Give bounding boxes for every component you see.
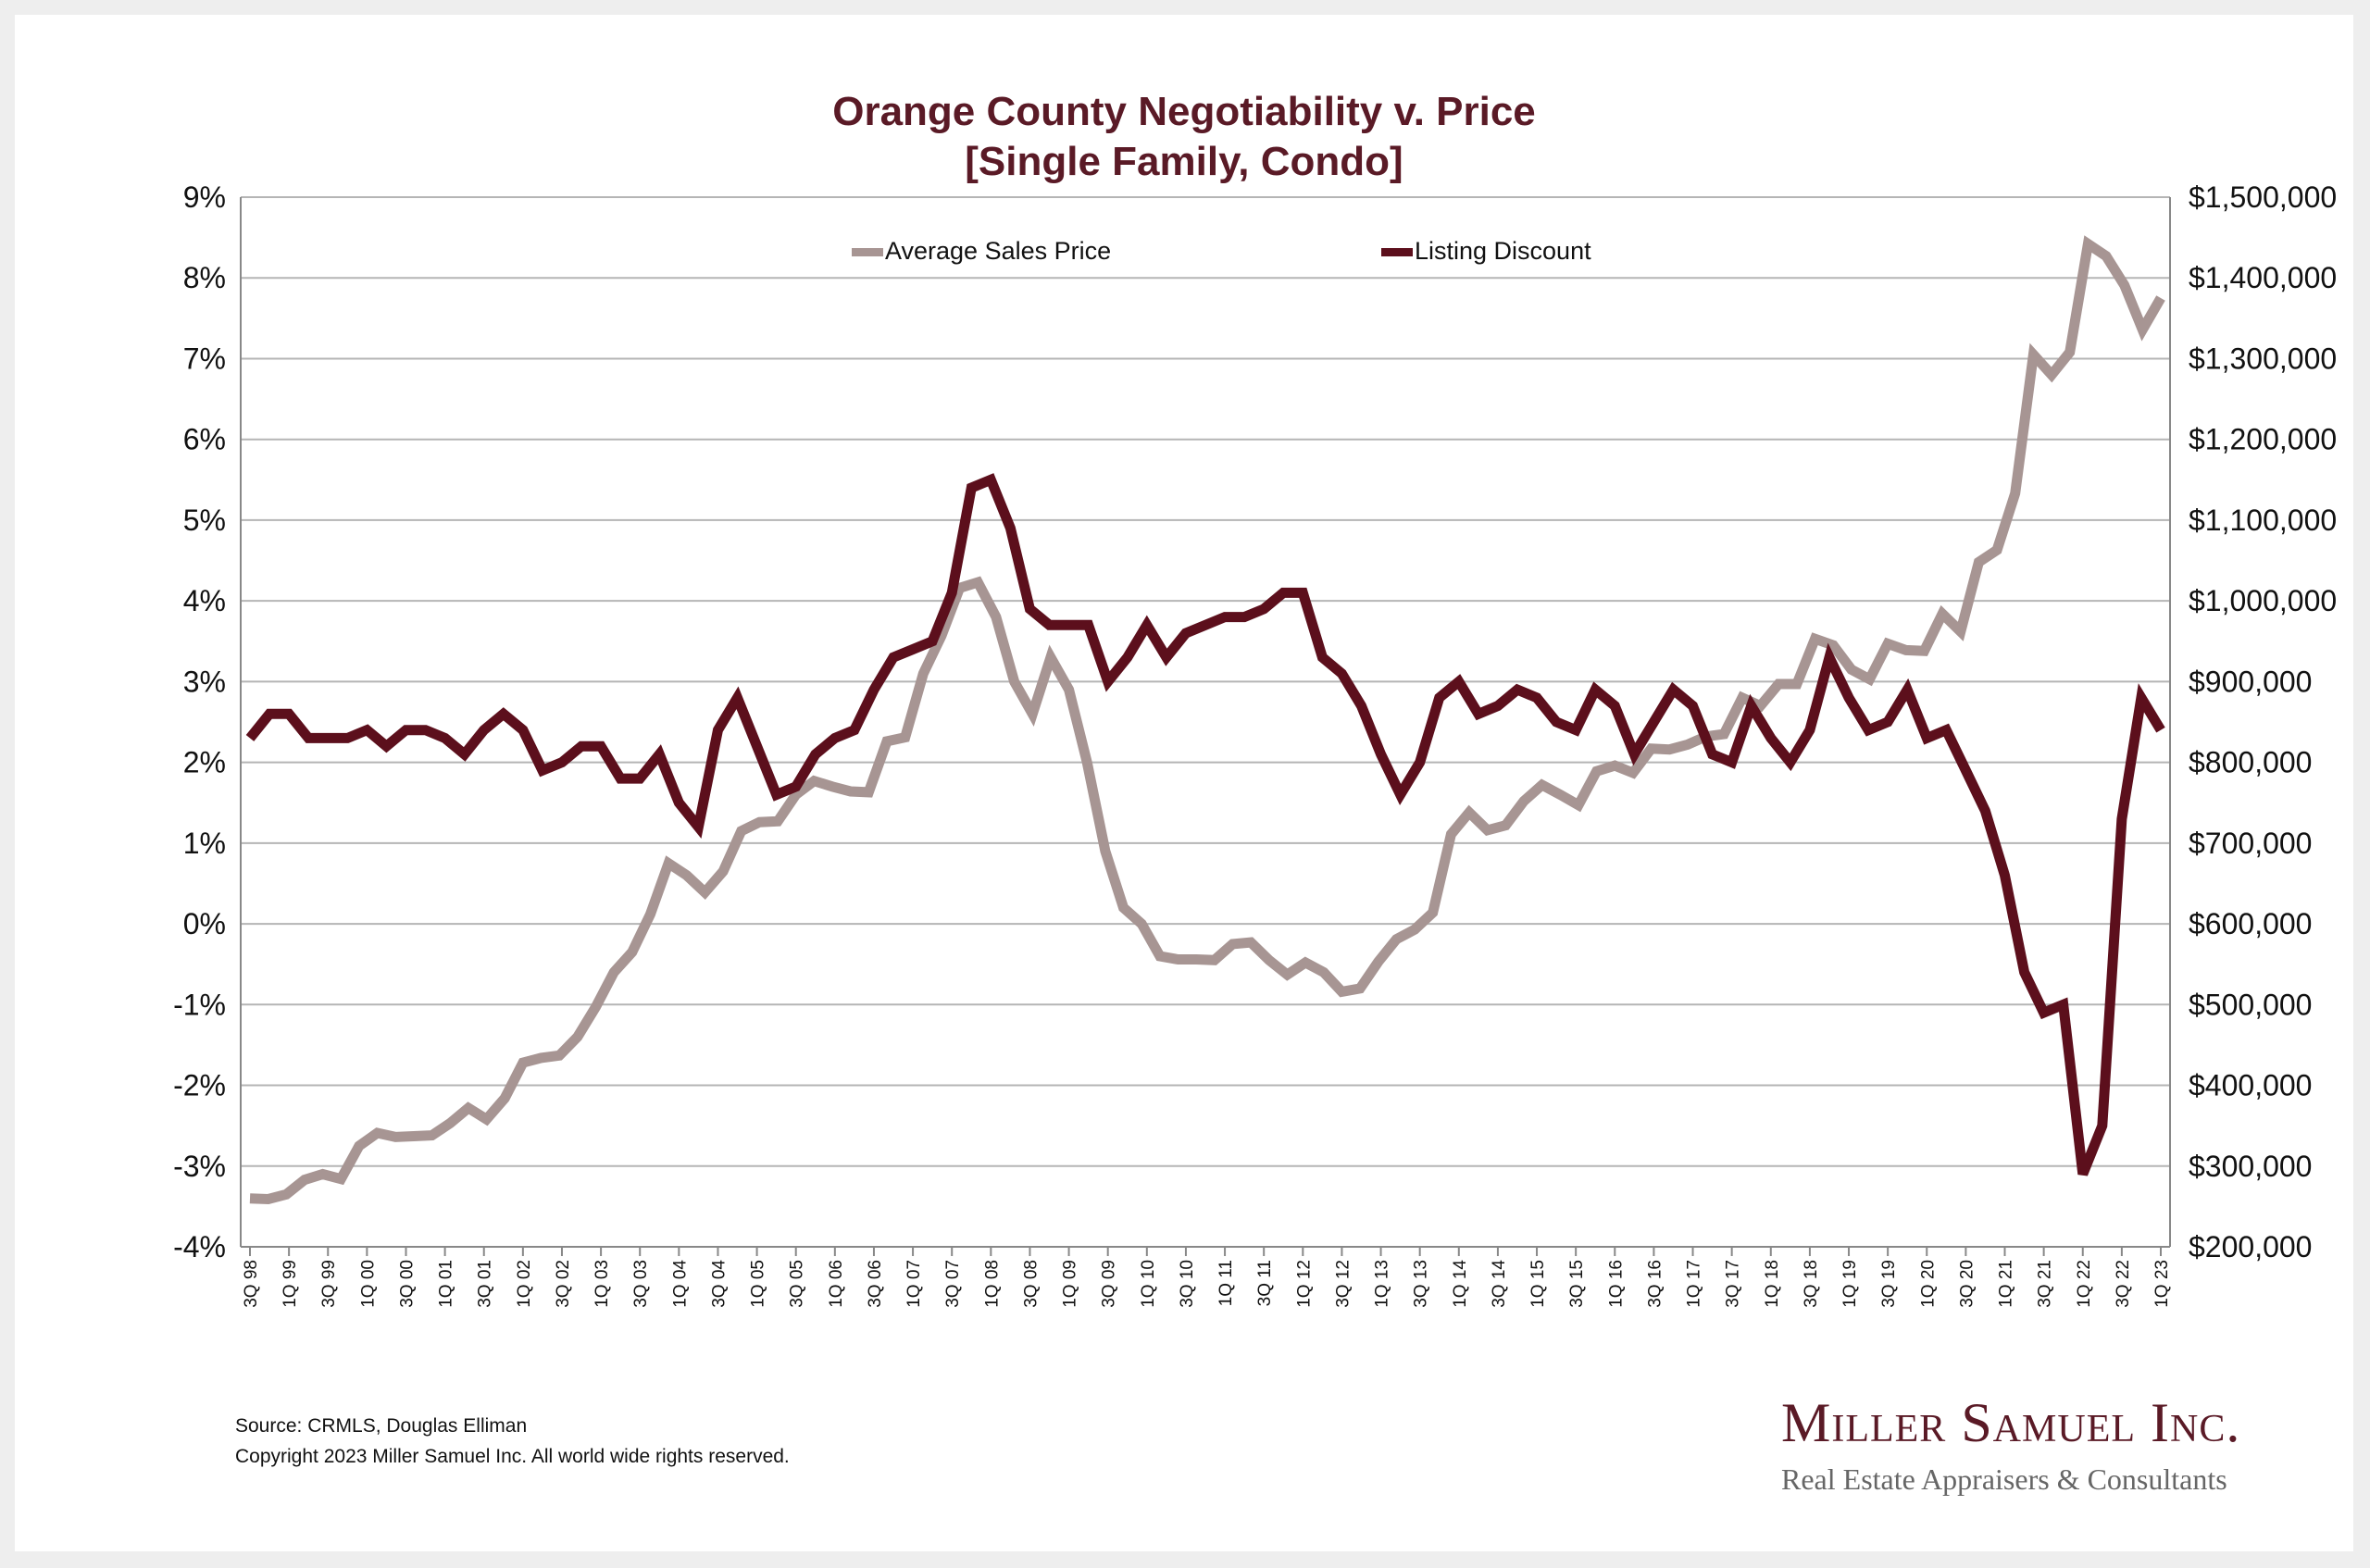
x-tick-label: 1Q 15 (1528, 1260, 1548, 1308)
y-left-tick-label: 8% (183, 261, 226, 294)
chart-title: Orange County Negotiability v. Price [Si… (15, 87, 2353, 187)
x-tick-label: 3Q 00 (397, 1260, 417, 1308)
y-right-tick-label: $1,500,000 (2189, 180, 2337, 214)
x-tick-label: 1Q 13 (1373, 1260, 1392, 1308)
y-left-tick-label: 4% (183, 584, 226, 617)
copyright-line: Copyright 2023 Miller Samuel Inc. All wo… (235, 1446, 790, 1467)
y-left-tick-label: 5% (183, 504, 226, 537)
y-right-tick-label: $300,000 (2189, 1150, 2312, 1183)
x-tick-label: 3Q 11 (1255, 1260, 1275, 1306)
x-tick-label: 3Q 06 (866, 1260, 885, 1308)
x-tick-label: 3Q 02 (554, 1260, 573, 1308)
y-right-tick-label: $1,000,000 (2189, 584, 2337, 617)
x-tick-label: 1Q 12 (1294, 1260, 1314, 1308)
y-left-tick-label: 9% (183, 180, 226, 214)
y-right-tick-label: $600,000 (2189, 907, 2312, 940)
y-right-tick-label: $200,000 (2189, 1230, 2312, 1263)
y-left-tick-label: -1% (173, 988, 226, 1021)
x-tick-label: 1Q 03 (592, 1260, 612, 1308)
x-tick-label: 3Q 13 (1412, 1260, 1431, 1308)
x-tick-label: 3Q 17 (1724, 1260, 1743, 1308)
chart-title-line-1: Orange County Negotiability v. Price (832, 89, 1536, 134)
y-left-tick-label: 0% (183, 907, 226, 940)
x-tick-label: 3Q 12 (1333, 1260, 1353, 1308)
legend-label-price: Average Sales Price (885, 237, 1112, 265)
legend-label-discount: Listing Discount (1415, 237, 1591, 265)
x-tick-label: 1Q 16 (1606, 1260, 1626, 1308)
y-right-tick-label: $800,000 (2189, 746, 2312, 779)
x-tick-label: 1Q 99 (281, 1260, 300, 1308)
x-tick-label: 3Q 09 (1100, 1260, 1119, 1308)
x-tick-label: 3Q 19 (1879, 1260, 1899, 1308)
company-logo: Miller Samuel Inc. Real Estate Appraiser… (1781, 1392, 2263, 1498)
x-tick-label: 3Q 15 (1567, 1260, 1587, 1308)
y-right-tick-label: $400,000 (2189, 1069, 2312, 1102)
y-left-tick-label: 7% (183, 342, 226, 375)
x-tick-label: 3Q 04 (709, 1260, 729, 1308)
x-tick-label: 3Q 14 (1490, 1260, 1509, 1308)
x-tick-label: 3Q 20 (1957, 1260, 1977, 1308)
x-tick-label: 1Q 18 (1763, 1260, 1782, 1308)
y-right-tick-label: $1,100,000 (2189, 504, 2337, 537)
x-tick-label: 3Q 07 (943, 1260, 963, 1308)
x-tick-label: 1Q 21 (1997, 1260, 2016, 1308)
x-tick-label: 1Q 04 (670, 1260, 690, 1308)
series-line-average-sales-price (249, 235, 2165, 1205)
x-tick-label: 1Q 19 (1840, 1260, 1860, 1308)
logo-tagline: Real Estate Appraisers & Consultants (1781, 1462, 2227, 1496)
y-right-tick-label: $1,200,000 (2189, 423, 2337, 456)
y-right-tick-label: $700,000 (2189, 827, 2312, 860)
y-left-tick-label: 2% (183, 746, 226, 779)
legend-item-price: Average Sales Price (852, 237, 1111, 266)
legend-swatch-price (852, 248, 883, 257)
x-tick-label: 1Q 06 (827, 1260, 846, 1308)
y-right-tick-label: $500,000 (2189, 988, 2312, 1021)
x-tick-label: 3Q 98 (242, 1260, 261, 1308)
legend-item-discount: Listing Discount (1381, 237, 1591, 266)
y-left-tick-label: -2% (173, 1069, 226, 1102)
x-tick-label: 1Q 10 (1139, 1260, 1158, 1308)
x-tick-label: 1Q 00 (358, 1260, 378, 1308)
x-tick-label: 3Q 01 (476, 1260, 495, 1308)
x-tick-label: 1Q 02 (515, 1260, 534, 1308)
x-tick-label: 3Q 18 (1802, 1260, 1821, 1308)
x-tick-label: 3Q 99 (319, 1260, 339, 1308)
source-line: Source: CRMLS, Douglas Elliman (235, 1415, 528, 1437)
x-tick-label: 1Q 23 (2152, 1260, 2172, 1308)
y-right-tick-label: $900,000 (2189, 665, 2312, 698)
x-tick-label: 1Q 17 (1685, 1260, 1704, 1308)
x-tick-label: 1Q 11 (1216, 1260, 1236, 1306)
series-line-listing-discount (245, 473, 2165, 1176)
x-tick-label: 3Q 16 (1645, 1260, 1665, 1308)
y-left-tick-label: -4% (173, 1230, 226, 1263)
x-tick-label: 1Q 22 (2075, 1260, 2094, 1308)
x-tick-label: 3Q 05 (788, 1260, 807, 1308)
y-right-tick-label: $1,400,000 (2189, 261, 2337, 294)
legend-swatch-discount (1381, 248, 1413, 257)
x-tick-label: 1Q 20 (1918, 1260, 1938, 1308)
x-tick-label: 1Q 05 (749, 1260, 768, 1308)
x-tick-label: 3Q 08 (1021, 1260, 1041, 1308)
y-right-tick-label: $1,300,000 (2189, 342, 2337, 375)
chart-card: Orange County Negotiability v. Price [Si… (15, 15, 2353, 1551)
y-left-tick-label: 1% (183, 827, 226, 860)
x-tick-label: 1Q 07 (904, 1260, 924, 1308)
source-note: Source: CRMLS, Douglas Elliman Copyright… (235, 1411, 790, 1472)
y-left-tick-label: 6% (183, 423, 226, 456)
chart-title-line-2: [Single Family, Condo] (965, 139, 1403, 184)
x-tick-label: 1Q 09 (1061, 1260, 1080, 1308)
y-left-tick-label: 3% (183, 665, 226, 698)
x-tick-label: 1Q 08 (982, 1260, 1002, 1308)
x-tick-label: 3Q 22 (2114, 1260, 2133, 1308)
x-tick-label: 3Q 10 (1178, 1260, 1197, 1308)
x-tick-label: 3Q 03 (631, 1260, 651, 1308)
line-chart: 9% 8% 7% 6% 5% 4% 3% 2% 1% 0% -1% -2% -3% -4% $1,500,0… (173, 180, 2337, 1308)
x-tick-label: 1Q 14 (1451, 1260, 1470, 1308)
x-tick-label: 3Q 21 (2036, 1260, 2055, 1308)
x-tick-label: 1Q 01 (437, 1260, 456, 1308)
logo-name: Miller Samuel Inc. (1781, 1392, 2241, 1453)
y-left-tick-label: -3% (173, 1150, 226, 1183)
